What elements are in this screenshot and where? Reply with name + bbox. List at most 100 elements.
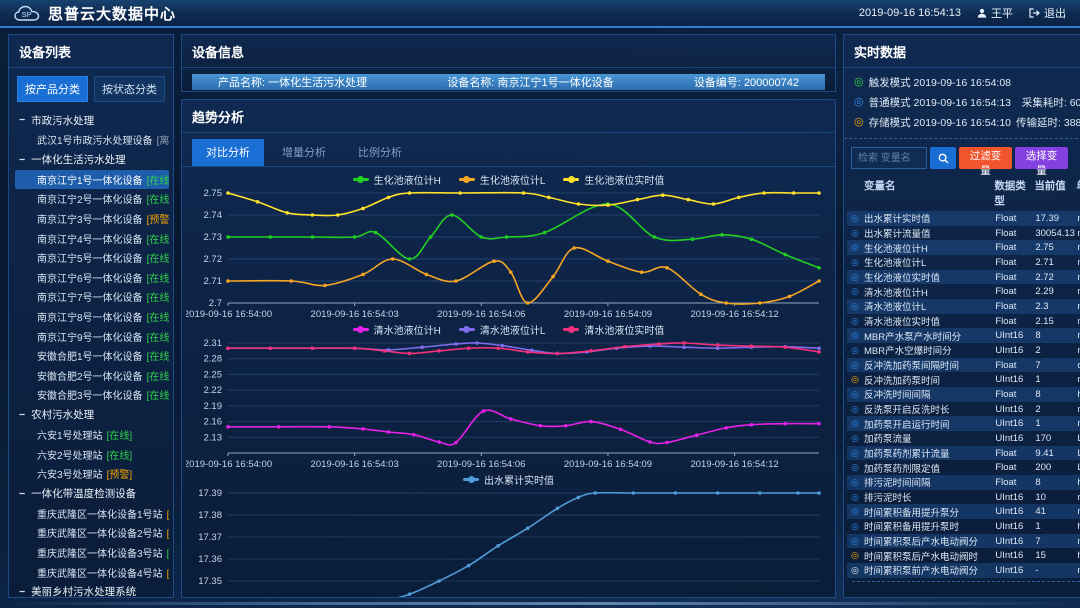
variable-row[interactable]: ◎时间累积备用提升泵分UInt1641min [847,504,1080,519]
search-input[interactable] [851,147,927,169]
variable-row[interactable]: ◎加药泵流量UInt16170L/H [847,431,1080,446]
variable-type: Float [995,228,1035,239]
variable-row[interactable]: ◎反洗泵开启反洗时长UInt162min [847,402,1080,417]
variable-name: 时间累积泵后产水电动阀时 [864,549,995,563]
device-item[interactable]: 安徽合肥1号一体化设备[在线] [15,346,169,366]
device-item[interactable]: 安徽合肥2号一体化设备[在线] [15,366,169,386]
variable-row[interactable]: ◎时间累积泵前产水电动阀分UInt16-min [847,563,1080,578]
tab-by-product[interactable]: 按产品分类 [17,76,88,102]
device-group[interactable]: −美丽乡村污水处理系统 [15,582,169,597]
device-name: 设备名称: 南京江宁1号一体化设备 [447,74,613,90]
device-code: 设备编号: 200000742 [694,74,799,90]
variable-status-icon: ◎ [851,565,864,576]
device-group[interactable]: −一体化带温度检测设备 [15,484,169,504]
legend-marker-icon [459,328,475,331]
device-item[interactable]: 南京江宁1号一体化设备[在线] [15,170,169,190]
variable-row[interactable]: ◎生化池液位实时值Float2.72m [847,270,1080,285]
device-item[interactable]: 重庆武隆区一体化设备3号站[在线] [15,543,169,563]
trend-chart-1: 生化池液位计H生化池液位计L生化池液位实时值2.72.712.722.732.7… [186,171,831,321]
device-item[interactable]: 重庆武隆区一体化设备1号站[预警] [15,504,169,524]
variable-row[interactable]: ◎排污泥时长UInt1610min [847,490,1080,505]
device-item[interactable]: 武汉1号市政污水处理设备[离线] [15,130,169,150]
mode-label: 触发模式 2019-09-16 16:54:08 [869,75,1011,90]
variable-name: MBR产水空爆时间分 [864,343,995,357]
variable-table-header: 变量名 数据类型 当前值 单位 [844,175,1080,211]
variable-status-icon: ◎ [851,550,864,561]
legend-item[interactable]: 生化池液位实时值 [563,172,664,187]
device-item[interactable]: 重庆武隆区一体化设备4号站[预警] [15,562,169,582]
variable-row[interactable]: ◎出水累计实时值Float17.39m3/h [847,211,1080,226]
variable-row[interactable]: ◎反冲洗加药泵间隔时间Float7d [847,358,1080,373]
device-item[interactable]: 六安3号处理站[预警] [15,464,169,484]
device-item[interactable]: 安徽合肥3号一体化设备[在线] [15,385,169,405]
legend-item[interactable]: 清水池液位计H [353,322,441,337]
variable-table-body: ◎出水累计实时值Float17.39m3/h◎出水累计流量值Float30054… [844,211,1080,578]
variable-row[interactable]: ◎清水池液位计HFloat2.29m [847,284,1080,299]
device-item-name: 六安1号处理站 [37,427,103,442]
variable-type: Float [995,462,1035,473]
svg-text:17.37: 17.37 [198,532,222,543]
variable-row[interactable]: ◎加药泵药剂累计流量Float9.41L [847,446,1080,461]
tab-ratio-analysis[interactable]: 比例分析 [344,139,416,166]
device-item[interactable]: 南京江宁2号一体化设备[在线] [15,189,169,209]
variable-row[interactable]: ◎时间累积泵后产水电动阀时UInt1615h [847,548,1080,563]
collapse-icon[interactable]: − [19,114,25,126]
variable-row[interactable]: ◎加药泵开启运行时间UInt161min [847,416,1080,431]
variable-row[interactable]: ◎MBR产水泵产水时间分UInt168min [847,328,1080,343]
device-item[interactable]: 南京江宁9号一体化设备[在线] [15,326,169,346]
device-item[interactable]: 重庆武隆区一体化设备2号站[预警] [15,523,169,543]
device-status-tag: [在线] [167,545,169,560]
tab-by-status[interactable]: 按状态分类 [94,76,165,102]
filter-variable-button[interactable]: 过滤变量 [959,147,1012,169]
legend-item[interactable]: 出水累计实时值 [463,472,554,487]
variable-row[interactable]: ◎生化池液位计HFloat2.75m [847,240,1080,255]
collapse-icon[interactable]: − [19,409,25,421]
device-item[interactable]: 南京江宁6号一体化设备[在线] [15,268,169,288]
variable-value: 2.72 [1035,272,1077,283]
device-item[interactable]: 南京江宁7号一体化设备[在线] [15,287,169,307]
legend-item[interactable]: 生化池液位计H [353,172,441,187]
collapse-icon[interactable]: − [19,154,25,166]
variable-row[interactable]: ◎反冲洗时间间隔Float8h [847,387,1080,402]
svg-text:17.38: 17.38 [198,510,222,521]
variable-row[interactable]: ◎MBR产水空爆时间分UInt162min [847,343,1080,358]
device-group[interactable]: −一体化生活污水处理 [15,150,169,170]
variable-row[interactable]: ◎出水累计流量值Float30054.13m3 [847,226,1080,241]
legend-label: 清水池液位计L [480,322,546,337]
device-item[interactable]: 南京江宁3号一体化设备[预警] [15,209,169,229]
device-group[interactable]: −农村污水处理 [15,405,169,425]
legend-item[interactable]: 清水池液位实时值 [563,322,664,337]
device-info-panel: 设备信息 产品名称: 一体化生活污水处理 设备名称: 南京江宁1号一体化设备 设… [181,34,836,92]
tab-compare-analysis[interactable]: 对比分析 [192,139,264,166]
device-group[interactable]: −市政污水处理 [15,110,169,130]
svg-text:2.16: 2.16 [204,417,223,428]
legend-label: 出水累计实时值 [484,472,554,487]
device-item[interactable]: 南京江宁4号一体化设备[在线] [15,228,169,248]
logout-button[interactable]: 退出 [1029,5,1066,21]
variable-type: Float [995,213,1035,224]
collapse-icon[interactable]: − [19,586,25,597]
app-title: 思普云大数据中心 [48,3,176,24]
variable-row[interactable]: ◎清水池液位计LFloat2.3m [847,299,1080,314]
svg-text:2019-09-16 16:54:03: 2019-09-16 16:54:03 [311,459,399,470]
select-variable-button[interactable]: 选择变量 [1015,147,1068,169]
variable-row[interactable]: ◎加药泵药剂限定值Float200L [847,460,1080,475]
variable-row[interactable]: ◎反冲洗加药泵时间UInt161min [847,372,1080,387]
collapse-icon[interactable]: − [19,488,25,500]
variable-row[interactable]: ◎清水池液位实时值Float2.15m [847,314,1080,329]
legend-item[interactable]: 清水池液位计L [459,322,546,337]
variable-row[interactable]: ◎排污泥时间间隔Float8h [847,475,1080,490]
device-item[interactable]: 南京江宁8号一体化设备[在线] [15,307,169,327]
device-item[interactable]: 六安2号处理站[在线] [15,444,169,464]
variable-row[interactable]: ◎时间累积备用提升泵时UInt161h [847,519,1080,534]
legend-item[interactable]: 生化池液位计L [459,172,546,187]
variable-name: 清水池液位实时值 [864,314,995,328]
search-button[interactable] [930,147,956,169]
variable-row[interactable]: ◎时间累积泵后产水电动阀分UInt167min [847,534,1080,549]
device-item[interactable]: 六安1号处理站[在线] [15,425,169,445]
tab-increment-analysis[interactable]: 增量分析 [268,139,340,166]
device-item[interactable]: 南京江宁5号一体化设备[在线] [15,248,169,268]
variable-status-icon: ◎ [851,374,864,385]
variable-row[interactable]: ◎生化池液位计LFloat2.71m [847,255,1080,270]
device-item-name: 安徽合肥3号一体化设备 [37,387,143,402]
